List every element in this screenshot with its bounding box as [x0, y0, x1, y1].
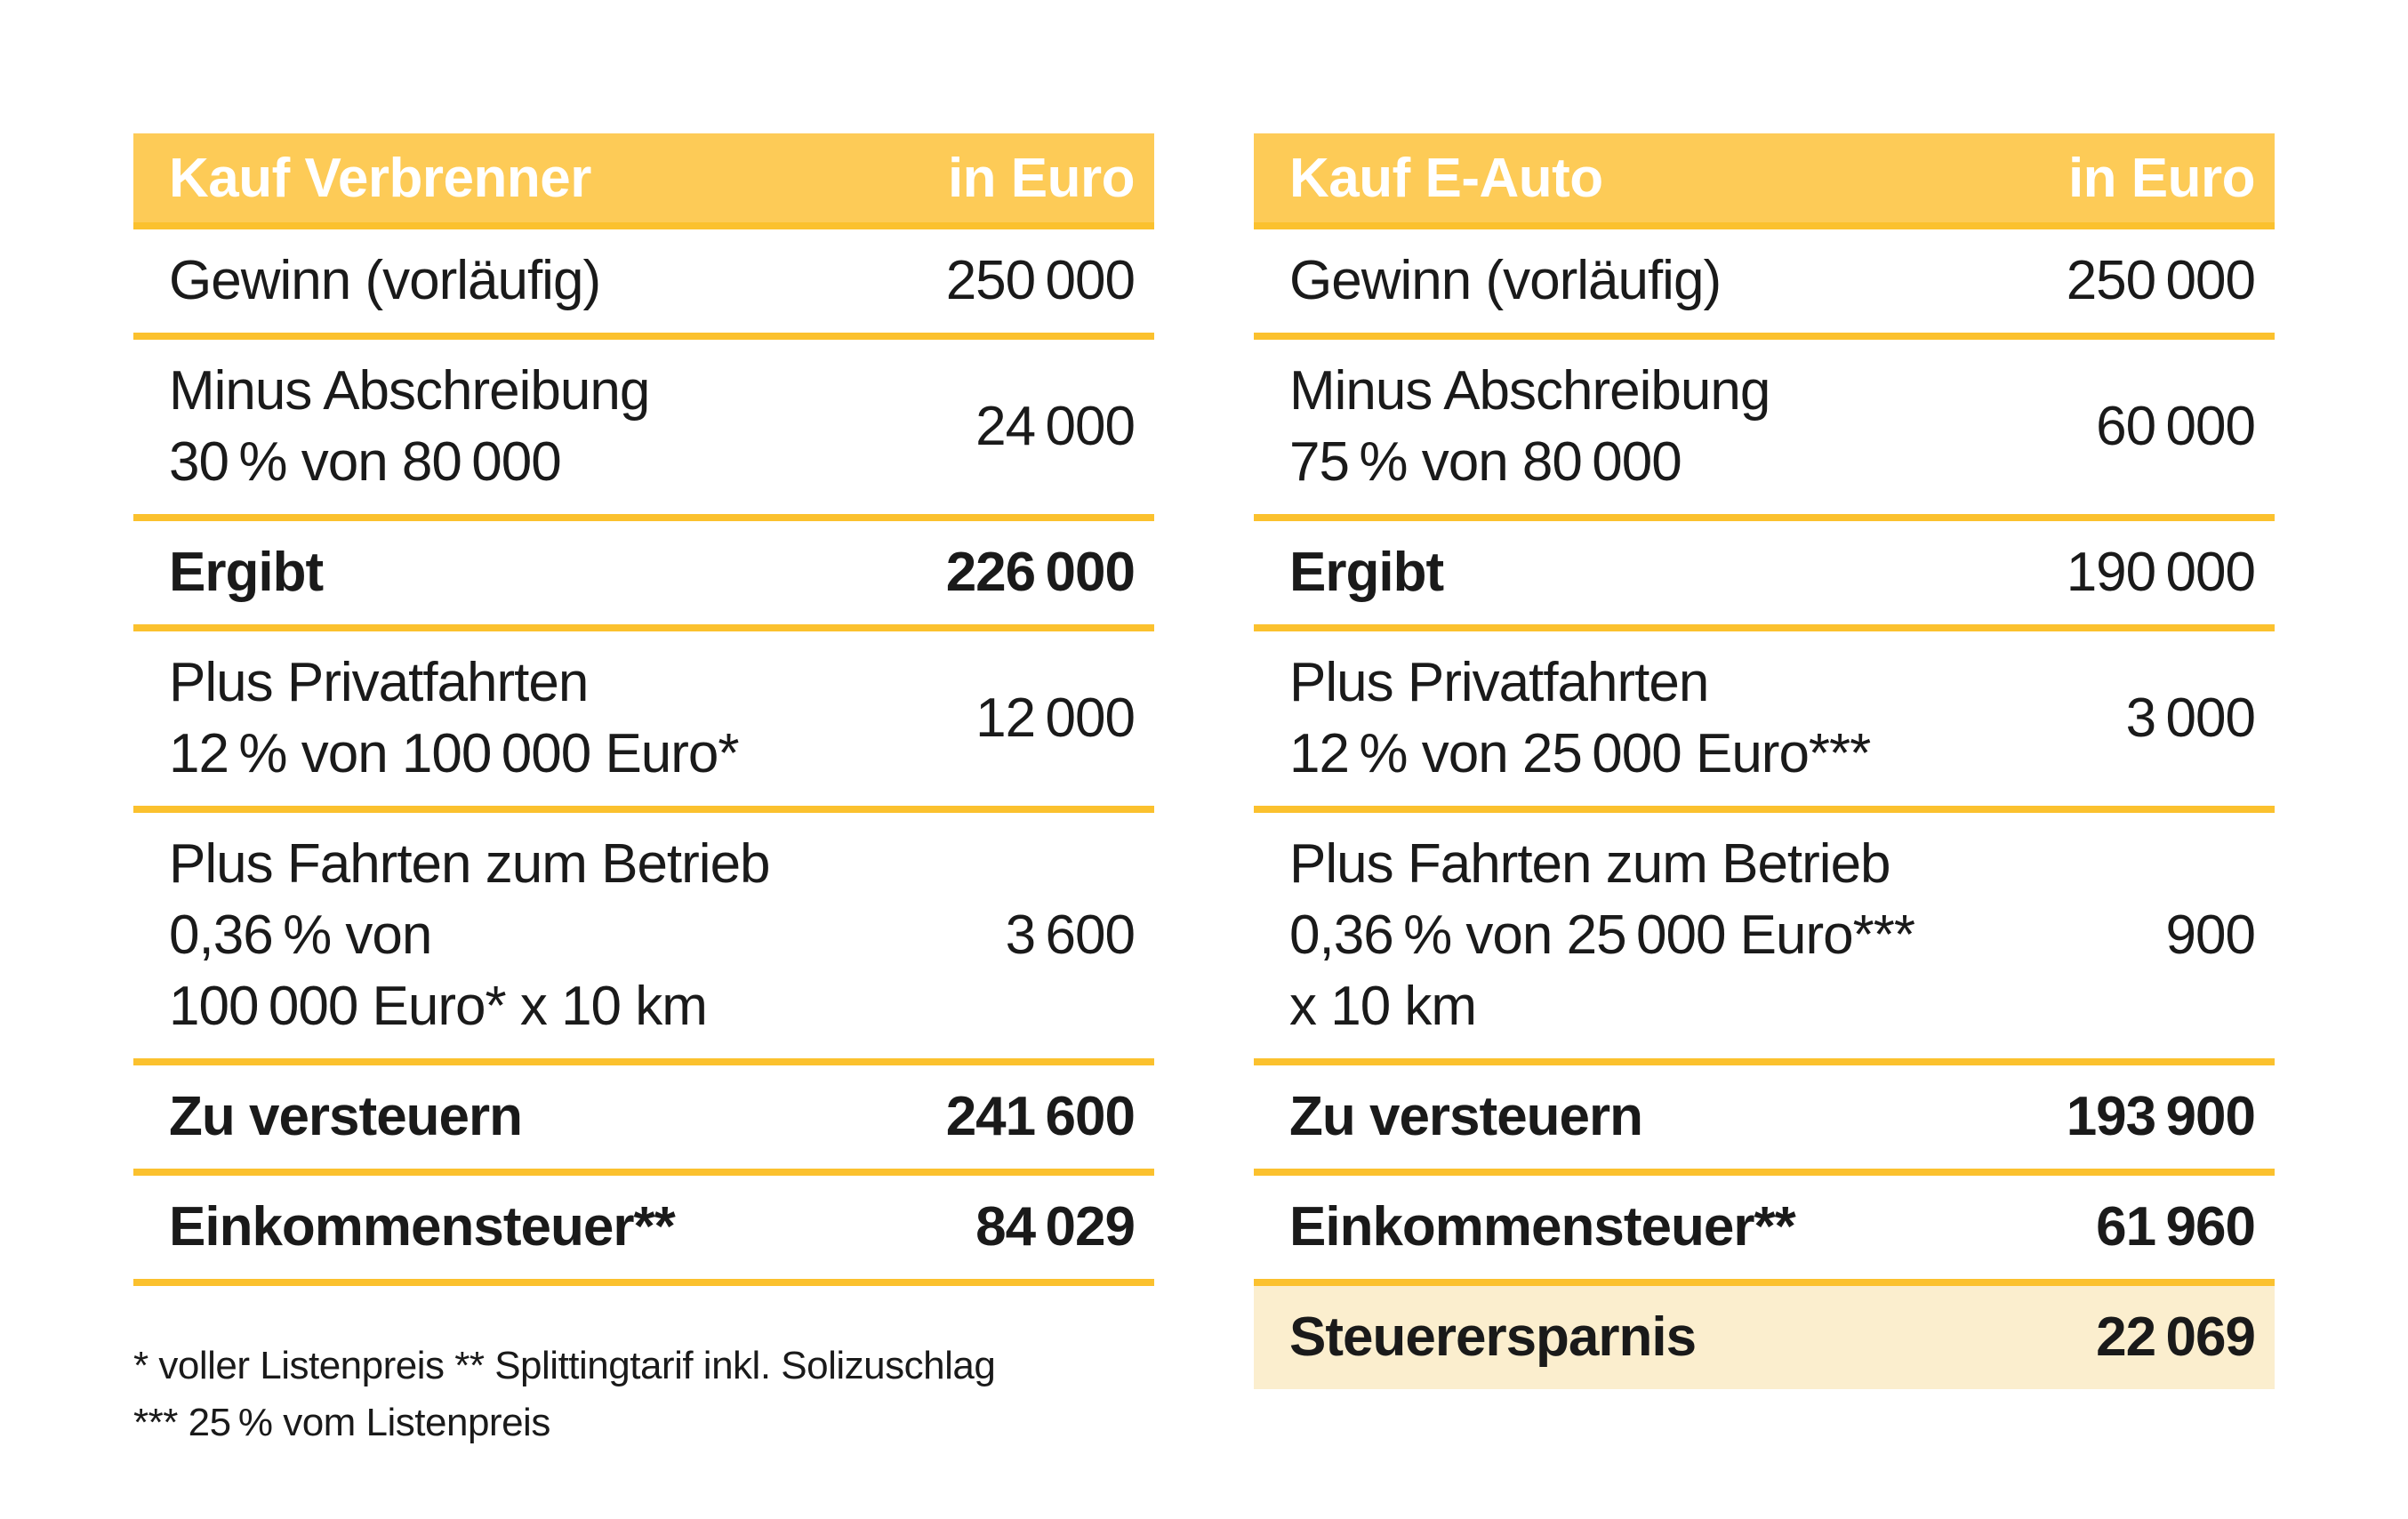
row-value: 900 — [2165, 904, 2256, 966]
table-row-ergibt: Ergibt 226 000 — [133, 521, 1154, 631]
row-label: Zu versteuern — [169, 1086, 523, 1147]
row-value: 226 000 — [945, 542, 1136, 603]
e-auto-unit-label: in Euro — [2067, 147, 2256, 209]
row-label: Ergibt — [1289, 542, 1444, 603]
row-value: 190 000 — [2066, 542, 2256, 603]
row-value: 3 600 — [1005, 904, 1136, 966]
row-value: 60 000 — [2096, 396, 2256, 457]
row-label: Gewinn (vorläufig) — [1289, 250, 1722, 311]
row-label: Gewinn (vorläufig) — [169, 250, 601, 311]
table-row-zu-versteuern: Zu versteuern 193 900 — [1254, 1065, 2275, 1176]
verbrenner-table-header: Kauf Verbrenner in Euro — [133, 133, 1154, 229]
verbrenner-unit-label: in Euro — [947, 147, 1136, 209]
table-row-zu-versteuern: Zu versteuern 241 600 — [133, 1065, 1154, 1176]
verbrenner-column: Kauf Verbrenner in Euro Gewinn (vorläufi… — [133, 133, 1154, 1451]
table-row-privatfahrten: Plus Privatfahrten 12 % von 100 000 Euro… — [133, 631, 1154, 813]
e-auto-table-header: Kauf E-Auto in Euro — [1254, 133, 2275, 229]
row-label: Plus Fahrten zum Betrieb 0,36 % von 100 … — [169, 833, 771, 1037]
e-auto-title: Kauf E-Auto — [1289, 147, 1603, 209]
table-row-einkommensteuer: Einkommensteuer** 84 029 — [133, 1176, 1154, 1286]
row-value: 61 960 — [2096, 1196, 2256, 1258]
row-value: 22 069 — [2096, 1306, 2256, 1368]
e-auto-column: Kauf E-Auto in Euro Gewinn (vorläufig) 2… — [1254, 133, 2275, 1451]
row-label: Steuerersparnis — [1289, 1306, 1697, 1368]
table-row-einkommensteuer: Einkommensteuer** 61 960 — [1254, 1176, 2275, 1286]
table-row-gewinn: Gewinn (vorläufig) 250 000 — [1254, 229, 2275, 340]
row-label: Ergibt — [169, 542, 324, 603]
verbrenner-title: Kauf Verbrenner — [169, 147, 591, 209]
row-label: Plus Privatfahrten 12 % von 100 000 Euro… — [169, 652, 740, 784]
row-value: 12 000 — [975, 687, 1136, 749]
row-label: Plus Privatfahrten 12 % von 25 000 Euro*… — [1289, 652, 1871, 784]
table-row-steuerersparnis: Steuerersparnis 22 069 — [1254, 1286, 2275, 1389]
row-label: Einkommensteuer** — [169, 1196, 676, 1258]
row-label: Einkommensteuer** — [1289, 1196, 1796, 1258]
table-row-fahrten-betrieb: Plus Fahrten zum Betrieb 0,36 % von 100 … — [133, 813, 1154, 1065]
row-label: Minus Abschreibung 30 % von 80 000 — [169, 360, 650, 493]
row-value: 250 000 — [2066, 250, 2256, 311]
footnote: * voller Listenpreis ** Splittingtarif i… — [133, 1344, 996, 1444]
table-row-gewinn: Gewinn (vorläufig) 250 000 — [133, 229, 1154, 340]
table-row-ergibt: Ergibt 190 000 — [1254, 521, 2275, 631]
table-row-privatfahrten: Plus Privatfahrten 12 % von 25 000 Euro*… — [1254, 631, 2275, 813]
row-value: 250 000 — [945, 250, 1136, 311]
row-value: 193 900 — [2066, 1086, 2256, 1147]
row-value: 24 000 — [975, 396, 1136, 457]
table-row-abschreibung: Minus Abschreibung 75 % von 80 000 60 00… — [1254, 340, 2275, 521]
row-value: 241 600 — [945, 1086, 1136, 1147]
table-row-abschreibung: Minus Abschreibung 30 % von 80 000 24 00… — [133, 340, 1154, 521]
row-value: 84 029 — [975, 1196, 1136, 1258]
comparison-layout: Kauf Verbrenner in Euro Gewinn (vorläufi… — [133, 133, 2275, 1451]
table-row-fahrten-betrieb: Plus Fahrten zum Betrieb 0,36 % von 25 0… — [1254, 813, 2275, 1065]
row-label: Zu versteuern — [1289, 1086, 1643, 1147]
row-label: Minus Abschreibung 75 % von 80 000 — [1289, 360, 1770, 493]
row-value: 3 000 — [2125, 687, 2256, 749]
row-label: Plus Fahrten zum Betrieb 0,36 % von 25 0… — [1289, 833, 1915, 1037]
